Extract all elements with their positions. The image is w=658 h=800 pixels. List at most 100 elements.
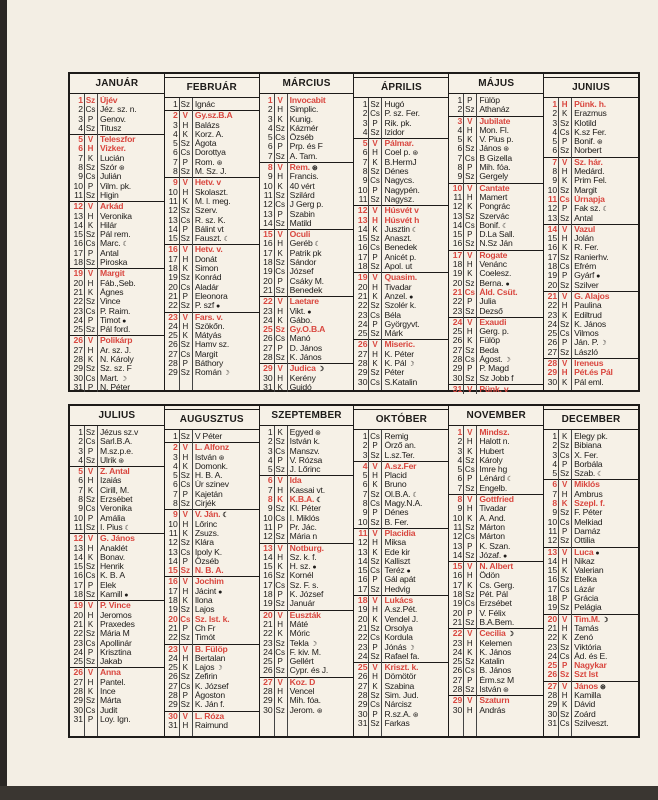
day-number: 17 bbox=[168, 254, 178, 264]
weekday: Sz bbox=[370, 623, 380, 633]
day-number: 3 bbox=[552, 450, 558, 460]
name-day: Lajos bbox=[194, 605, 215, 615]
day-number: 19 bbox=[452, 599, 463, 609]
day-row: 14 K Jusztin ☾ bbox=[354, 225, 448, 234]
name-day: Miksa bbox=[384, 538, 406, 548]
name-day: Sz. Ist. k. bbox=[194, 614, 230, 624]
day-number: 25 bbox=[168, 663, 178, 673]
day-row: 21 H Máté bbox=[260, 620, 354, 629]
day-number: 10 bbox=[263, 513, 273, 523]
day-row: 25 Cs Vilmos bbox=[544, 329, 638, 338]
name-day: Ottilia bbox=[574, 536, 595, 546]
name-day: Pét. Pál bbox=[479, 590, 508, 600]
weekday: Sz bbox=[370, 450, 380, 460]
weekday: Sz bbox=[180, 499, 190, 509]
day-number: 9 bbox=[173, 177, 178, 188]
weekday: P bbox=[182, 623, 188, 633]
day-number: 4 bbox=[173, 461, 178, 471]
name-day: Timót bbox=[194, 633, 215, 643]
name-day: Vikt. ● bbox=[289, 306, 312, 316]
day-row: 4 Sz Kázmér bbox=[260, 124, 354, 133]
weekday: P bbox=[561, 271, 568, 281]
name-day: Fáb.,Seb. bbox=[100, 278, 136, 288]
name-day: Venánc bbox=[479, 260, 507, 270]
weekday: K bbox=[561, 310, 568, 320]
weekday: V bbox=[372, 596, 378, 606]
day-row: 24 Sz Rafael fa. bbox=[354, 652, 448, 661]
name-day: Vince bbox=[100, 297, 121, 307]
new-moon-icon: ● bbox=[406, 568, 411, 576]
name-day: B. Fülöp bbox=[194, 643, 228, 654]
name-day: M. Sz. J. bbox=[194, 167, 227, 177]
day-row: 7 Sz Ol.B.A. ☾ bbox=[354, 490, 448, 499]
day-row: 16 V Jochim bbox=[164, 576, 259, 587]
new-moon-icon: ● bbox=[216, 303, 221, 311]
day-number: 14 bbox=[357, 224, 368, 234]
weekday: H bbox=[277, 485, 284, 495]
day-number: 15 bbox=[263, 229, 273, 240]
day-number: 16 bbox=[168, 576, 178, 587]
last-quarter-icon: ☾ bbox=[597, 471, 604, 479]
weekday: Cs bbox=[559, 262, 570, 272]
weekday: Sz bbox=[559, 118, 570, 128]
weekday: V bbox=[467, 317, 473, 327]
name-day: Pünk. v bbox=[479, 383, 509, 394]
name-day: Manó bbox=[289, 334, 311, 344]
day-number: 9 bbox=[267, 504, 273, 514]
name-day: R.sz.A. ⊛ bbox=[384, 709, 419, 719]
day-number: 5 bbox=[457, 465, 463, 475]
calendar-second-half: JULIUS 1 Sz Jézus sz.v 2 Cs Sarl.B.A. 3 P M.sz.p.… bbox=[68, 404, 640, 738]
day-number: 30 bbox=[452, 373, 463, 383]
day-number: 26 bbox=[357, 672, 368, 682]
day-row: 18 P K. József bbox=[260, 590, 354, 599]
name-day: Mart. ☽ bbox=[100, 373, 127, 383]
month-title: SZEPTEMBER bbox=[259, 406, 354, 426]
weekday: Cs bbox=[559, 329, 570, 339]
weekday: K bbox=[277, 181, 283, 191]
weekday: K bbox=[277, 114, 283, 124]
weekday: Cs bbox=[85, 306, 96, 316]
name-day: Erzsébet bbox=[479, 599, 512, 609]
day-row: 12 V Arkád bbox=[70, 201, 164, 211]
day-number: 24 bbox=[452, 316, 463, 327]
day-row: 10 Cs I. Miklós bbox=[260, 514, 354, 523]
weekday: K bbox=[467, 269, 473, 279]
day-number: 5 bbox=[78, 466, 83, 477]
name-day: Csáky M. bbox=[289, 276, 324, 286]
name-day: Úr szinev bbox=[194, 480, 229, 490]
weekday: Cs bbox=[275, 133, 286, 143]
day-row: 27 H Ar. sz. J. bbox=[70, 346, 164, 355]
name-day: Geréb ☾ bbox=[289, 239, 321, 249]
day-number: 4 bbox=[267, 455, 273, 465]
weekday: P bbox=[277, 343, 283, 353]
day-row: 13 Sz Antal bbox=[544, 214, 638, 223]
day-row: 15 Sz Anaszt. bbox=[354, 234, 448, 243]
day-row: 21 Sz Benedek bbox=[260, 286, 354, 295]
name-day: Farkas bbox=[384, 718, 410, 728]
day-row: 19 Sz Január bbox=[260, 599, 354, 608]
name-day: Domonk. bbox=[194, 461, 228, 471]
day-row: 6 H Izaiás bbox=[70, 476, 164, 485]
name-day: Bonav. bbox=[100, 552, 125, 562]
day-number: 26 bbox=[452, 666, 463, 676]
weekday: Sz bbox=[180, 700, 190, 710]
weekday: K bbox=[182, 331, 188, 341]
day-row: 30 V L. Róza bbox=[164, 710, 259, 721]
day-number: 19 bbox=[357, 605, 368, 615]
weekday: H bbox=[561, 556, 568, 566]
day-number: 10 bbox=[73, 181, 83, 191]
month-title: ÁPRILIS bbox=[354, 77, 449, 98]
weekday: V bbox=[182, 111, 188, 121]
weekday: Cs bbox=[275, 580, 286, 590]
day-number: 16 bbox=[263, 571, 273, 581]
name-day: Vizker. bbox=[100, 144, 126, 154]
day-number: 23 bbox=[452, 638, 463, 648]
day-row: 10 H Skolaszt. bbox=[165, 188, 259, 197]
day-row: 8 K K.B.A. ☾ bbox=[260, 495, 354, 504]
day-number: 13 bbox=[263, 542, 273, 553]
day-number: 3 bbox=[267, 446, 273, 456]
day-number: 11 bbox=[74, 190, 83, 200]
weekday: H bbox=[561, 100, 568, 109]
weekday: V bbox=[182, 644, 188, 654]
day-row: 8 K Szepl. f. bbox=[544, 499, 638, 508]
